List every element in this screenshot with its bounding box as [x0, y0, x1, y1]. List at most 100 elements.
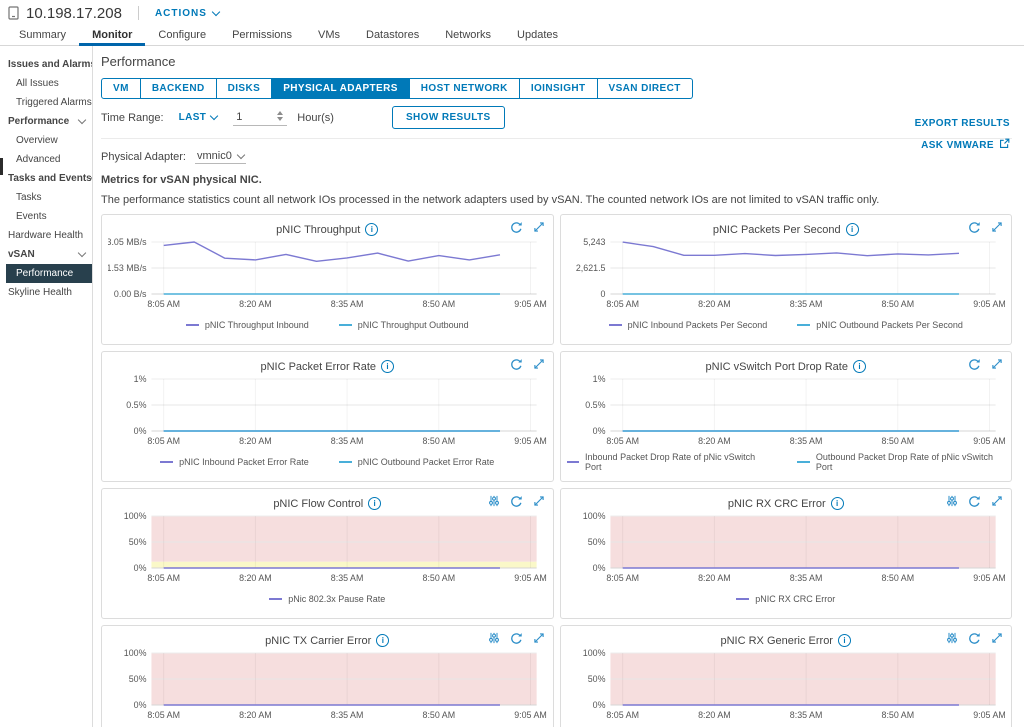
info-icon[interactable]: i: [852, 360, 866, 373]
legend-dash: [608, 324, 622, 326]
sidebar-item-triggered-alarms[interactable]: Triggered Alarms: [16, 97, 92, 108]
sidebar-item-hardware-health[interactable]: Hardware Health: [8, 230, 84, 241]
sidebar-item-tasks[interactable]: Tasks: [16, 192, 42, 203]
tab-monitor[interactable]: Monitor: [79, 26, 146, 46]
refresh-icon[interactable]: [510, 495, 523, 508]
tab-updates[interactable]: Updates: [517, 28, 559, 41]
info-icon[interactable]: i: [845, 223, 859, 236]
chart-card-pnic-vswitch-port-drop-rate: pNIC vSwitch Port Drop Rate i 8:05 AM 8:20…: [559, 351, 1012, 482]
svg-text:100%: 100%: [582, 648, 605, 658]
tune-icon[interactable]: [946, 495, 958, 508]
time-range-mode-dropdown[interactable]: LAST: [179, 111, 219, 123]
svg-text:8:05 AM: 8:05 AM: [147, 573, 180, 583]
time-range-value-input[interactable]: [233, 109, 274, 125]
view-tab-physical-adapters[interactable]: PHYSICAL ADAPTERS: [272, 78, 410, 99]
tune-icon[interactable]: [488, 495, 500, 508]
expand-icon[interactable]: [991, 358, 1003, 371]
legend-label: pNIC Throughput Outbound: [357, 320, 469, 330]
chart-actions: [946, 495, 1003, 508]
svg-text:100%: 100%: [124, 511, 147, 521]
svg-text:8:05 AM: 8:05 AM: [606, 573, 639, 583]
export-results-link[interactable]: EXPORT RESULTS: [914, 118, 1010, 129]
tune-icon[interactable]: [488, 632, 500, 645]
svg-text:8:20 AM: 8:20 AM: [239, 299, 272, 309]
tune-icon[interactable]: [946, 632, 958, 645]
refresh-icon[interactable]: [510, 358, 523, 371]
legend-item-pnic-throughput-inbound: pNIC Throughput Inbound: [185, 320, 309, 330]
actions-label: ACTIONS: [154, 7, 207, 19]
legend-label: pNIC RX CRC Error: [755, 594, 836, 604]
view-tab-ioinsight[interactable]: IOINSIGHT: [519, 78, 598, 99]
info-icon[interactable]: i: [830, 497, 844, 510]
svg-text:0.00 B/s: 0.00 B/s: [114, 289, 147, 299]
expand-icon[interactable]: [533, 632, 545, 645]
legend-dash: [185, 324, 199, 326]
chart-plot: 8:05 AM 8:20 AM 8:35 AM 8:50 AM 9:05 AM 100% 5…: [582, 511, 1005, 583]
view-tab-vm[interactable]: VM: [101, 78, 141, 99]
view-tab-host-network[interactable]: HOST NETWORK: [409, 78, 520, 99]
sidebar-item-all-issues[interactable]: All Issues: [16, 78, 59, 89]
svg-text:8:35 AM: 8:35 AM: [789, 710, 822, 720]
svg-text:50%: 50%: [129, 674, 147, 684]
tab-vms[interactable]: VMs: [318, 28, 340, 41]
legend-item-pnic-802-3x-pause-rate: pNic 802.3x Pause Rate: [269, 594, 385, 604]
view-tab-vsan-direct[interactable]: VSAN DIRECT: [597, 78, 693, 99]
sidebar-item-performance[interactable]: Performance: [6, 264, 92, 283]
svg-text:5,243: 5,243: [583, 237, 605, 247]
show-results-button[interactable]: SHOW RESULTS: [391, 106, 505, 129]
svg-text:9:05 AM: 9:05 AM: [514, 573, 546, 583]
ask-vmware-link[interactable]: ASK VMWARE: [915, 138, 1010, 152]
expand-icon[interactable]: [533, 358, 545, 371]
refresh-icon[interactable]: [968, 358, 981, 371]
refresh-icon[interactable]: [968, 221, 981, 234]
tab-permissions[interactable]: Permissions: [232, 28, 292, 41]
info-icon[interactable]: i: [376, 634, 390, 647]
sidebar-item-vsan[interactable]: vSAN: [0, 245, 92, 264]
main-content: Performance VM BACKEND DISKS PHYSICAL ADAPT…: [93, 46, 1024, 727]
chart-legend: Inbound Packet Drop Rate of pNic vSwitch…: [566, 452, 1006, 472]
refresh-icon[interactable]: [968, 495, 981, 508]
sidebar-item-issues-and-alarms[interactable]: Issues and Alarms: [0, 55, 92, 74]
actions-menu-button[interactable]: ACTIONS: [154, 7, 221, 19]
chart-title: pNIC RX CRC Error: [727, 498, 826, 510]
time-range-value-wrap: [233, 109, 288, 126]
svg-text:0.5%: 0.5%: [585, 400, 605, 410]
charts-grid: pNIC Throughput i 8:05 AM 8:20 AM 8:35 AM 8:…: [101, 214, 1012, 727]
adapter-dropdown[interactable]: vmnic0: [195, 150, 246, 164]
info-icon[interactable]: i: [837, 634, 851, 647]
quantity-stepper[interactable]: [273, 111, 287, 123]
tab-datastores[interactable]: Datastores: [366, 28, 420, 41]
view-tab-backend[interactable]: BACKEND: [140, 78, 217, 99]
sidebar-resize-handle[interactable]: [0, 158, 3, 175]
tab-configure[interactable]: Configure: [158, 28, 207, 41]
sidebar-item-events[interactable]: Events: [16, 211, 47, 222]
sidebar-item-advanced[interactable]: Advanced: [16, 154, 61, 165]
legend-item-pnic-inbound-packets-per-second: pNIC Inbound Packets Per Second: [608, 320, 767, 330]
refresh-icon[interactable]: [968, 632, 981, 645]
sidebar-item-skyline-health[interactable]: Skyline Health: [8, 287, 72, 298]
sidebar-item-overview[interactable]: Overview: [16, 135, 58, 146]
tab-networks[interactable]: Networks: [445, 28, 492, 41]
svg-text:0%: 0%: [592, 426, 605, 436]
chart-actions: [510, 358, 545, 371]
stepper-down-icon[interactable]: [277, 117, 284, 121]
svg-text:0%: 0%: [592, 700, 605, 710]
expand-icon[interactable]: [991, 495, 1003, 508]
info-icon[interactable]: i: [368, 497, 382, 510]
refresh-icon[interactable]: [510, 632, 523, 645]
sidebar-item-tasks-and-events[interactable]: Tasks and Events: [0, 169, 92, 188]
info-icon[interactable]: i: [365, 223, 379, 236]
expand-icon[interactable]: [533, 221, 545, 234]
metrics-heading: Metrics for vSAN physical NIC.: [101, 174, 262, 186]
tab-summary[interactable]: Summary: [19, 28, 67, 41]
expand-icon[interactable]: [533, 495, 545, 508]
expand-icon[interactable]: [991, 221, 1003, 234]
stepper-up-icon[interactable]: [277, 111, 284, 115]
adapter-row: Physical Adapter: vmnic0: [101, 150, 1012, 164]
view-tab-disks[interactable]: DISKS: [216, 78, 273, 99]
sidebar-item-performance[interactable]: Performance: [0, 112, 92, 131]
info-icon[interactable]: i: [381, 360, 395, 373]
refresh-icon[interactable]: [510, 221, 523, 234]
expand-icon[interactable]: [991, 632, 1003, 645]
legend-item-pnic-rx-crc-error: pNIC RX CRC Error: [736, 594, 835, 604]
